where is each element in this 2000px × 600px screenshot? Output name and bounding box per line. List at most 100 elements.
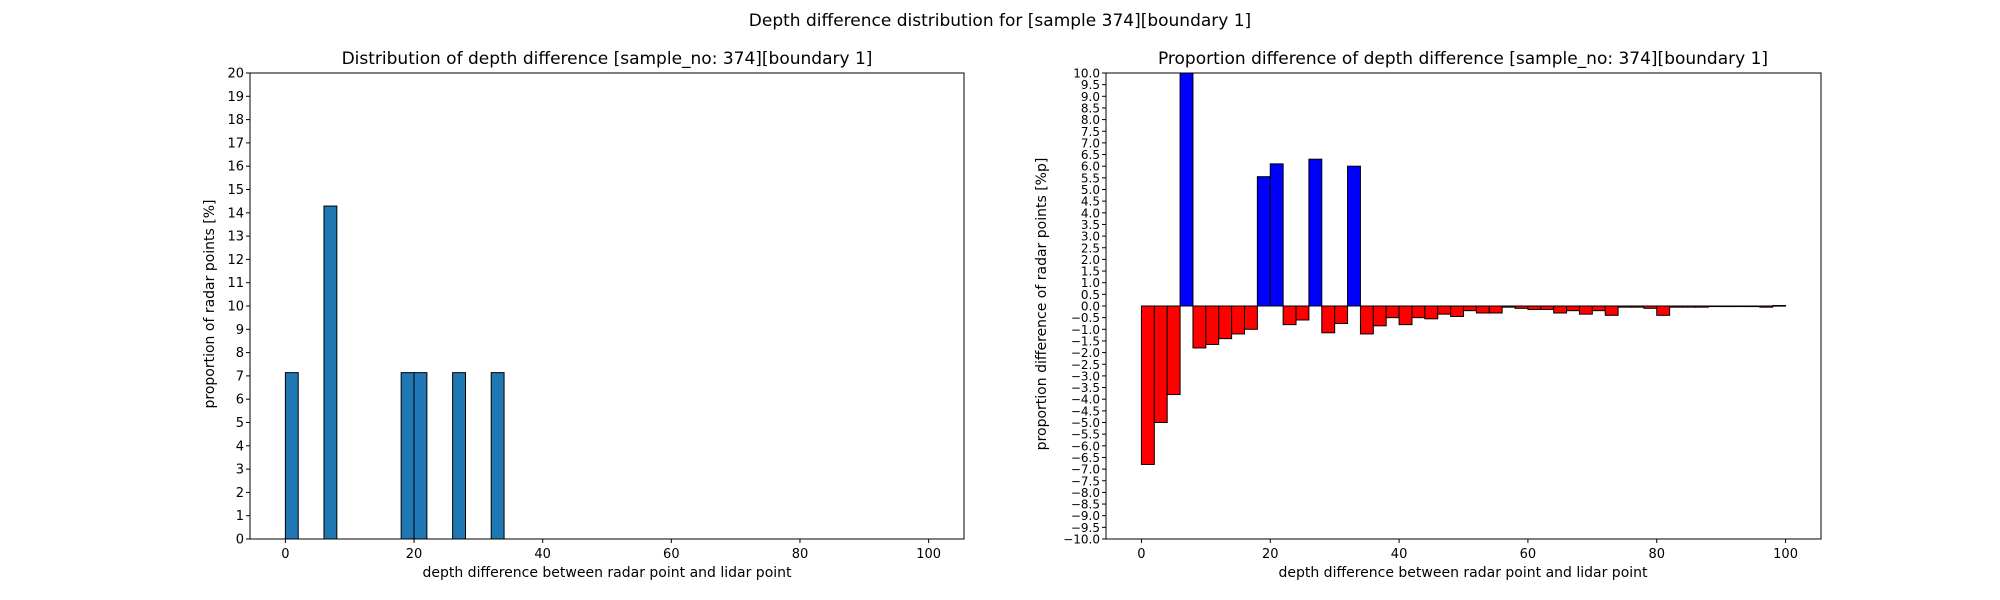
y-tick-label: 4.5: [1081, 195, 1100, 209]
negative-difference-bar: [1424, 305, 1439, 320]
y-tick-label: 5: [236, 416, 244, 431]
y-tick-label: 2.5: [1081, 241, 1100, 255]
distribution-bar: [400, 372, 415, 540]
negative-difference-bar: [1437, 305, 1452, 315]
y-tick-label: 9: [236, 323, 244, 338]
y-tick-label: 20: [227, 67, 244, 82]
negative-difference-bar: [1411, 305, 1426, 319]
distribution-bar: [284, 372, 299, 540]
negative-difference-bar: [1501, 305, 1516, 308]
y-tick-label: −4.0: [1071, 393, 1100, 407]
proportion-difference-chart-frame: [1105, 72, 1822, 540]
negative-difference-bar: [1398, 305, 1413, 326]
distribution-bar: [323, 205, 338, 540]
distribution-bar: [490, 372, 505, 540]
negative-difference-bar: [1372, 305, 1387, 327]
negative-difference-bar: [1153, 305, 1168, 423]
y-tick-label: 1: [236, 509, 244, 524]
x-tick-label: 20: [406, 547, 423, 562]
negative-difference-bar: [1166, 305, 1181, 396]
x-tick-label: 0: [1137, 547, 1145, 562]
y-tick-label: 8.0: [1081, 113, 1100, 127]
y-tick-label: −2.5: [1071, 358, 1100, 372]
y-tick-label: 9.0: [1081, 90, 1100, 104]
negative-difference-bar: [1140, 305, 1155, 465]
distribution-chart-frame: [249, 72, 965, 540]
negative-difference-bar: [1720, 305, 1735, 308]
y-tick-label: 12: [227, 253, 244, 268]
negative-difference-bar: [1385, 305, 1400, 319]
negative-difference-bar: [1321, 305, 1336, 334]
y-tick-label: 14: [227, 206, 244, 221]
x-tick-label: 100: [1773, 547, 1798, 562]
y-tick-label: 7.5: [1081, 125, 1100, 139]
proportion-difference-chart-ticks: 0 20 40 60 80 100 −10.0−9.5−9.0−8.5−8.0−7.5−7.…: [1063, 67, 1798, 563]
y-tick-label: −10.0: [1063, 533, 1100, 547]
y-tick-label: −3.5: [1071, 381, 1100, 395]
y-tick-label: 3: [236, 463, 244, 478]
negative-difference-bar: [1282, 305, 1297, 326]
y-tick-label: 6.0: [1081, 160, 1100, 174]
y-tick-label: 2.0: [1081, 253, 1100, 267]
negative-difference-bar: [1578, 305, 1593, 315]
y-tick-label: −5.5: [1071, 428, 1100, 442]
y-tick-label: 3.5: [1081, 218, 1100, 232]
x-tick-label: 100: [916, 547, 941, 562]
distribution-chart-bars: [284, 205, 505, 540]
y-tick-label: 7.0: [1081, 136, 1100, 150]
negative-difference-bar: [1231, 305, 1245, 335]
positive-difference-bar: [1256, 176, 1271, 307]
x-tick-label: 60: [1520, 547, 1537, 562]
y-tick-label: −6.0: [1071, 439, 1100, 453]
negative-difference-bar: [1540, 305, 1555, 310]
y-tick-label: −1.0: [1071, 323, 1100, 337]
y-tick-label: −1.5: [1071, 334, 1100, 348]
negative-difference-bar: [1682, 305, 1696, 308]
distribution-chart-ticks: 0 20 40 60 80 1000123456789101112131415161718…: [227, 67, 941, 563]
negative-difference-bar: [1707, 305, 1722, 308]
distribution-chart-title: Distribution of depth difference [sample…: [342, 49, 873, 69]
negative-difference-bar: [1643, 305, 1658, 309]
y-tick-label: −9.5: [1071, 521, 1100, 535]
x-tick-label: 80: [792, 547, 809, 562]
y-tick-label: 6: [236, 393, 244, 408]
y-tick-label: −9.0: [1071, 509, 1100, 523]
negative-difference-bar: [1591, 305, 1606, 312]
y-tick-label: 16: [227, 160, 244, 175]
negative-difference-bar: [1630, 305, 1645, 308]
y-tick-label: −8.5: [1071, 498, 1100, 512]
y-tick-label: 5.5: [1081, 171, 1100, 185]
y-tick-label: 15: [227, 183, 244, 198]
y-tick-label: −2.0: [1071, 346, 1100, 360]
negative-difference-bar: [1656, 305, 1671, 316]
x-tick-label: 60: [663, 547, 680, 562]
y-tick-label: 3.0: [1081, 230, 1100, 244]
negative-difference-bar: [1450, 305, 1464, 317]
proportion-difference-chart-ylabel: proportion difference of radar points [%…: [1034, 158, 1050, 451]
y-tick-label: −4.5: [1071, 404, 1100, 418]
y-tick-label: 0.0: [1081, 300, 1100, 314]
distribution-chart: Distribution of depth difference [sample…: [202, 49, 965, 581]
y-tick-label: −3.0: [1071, 369, 1100, 383]
negative-difference-bar: [1359, 305, 1374, 335]
y-tick-label: 1.5: [1081, 265, 1100, 279]
negative-difference-bar: [1475, 305, 1490, 314]
y-tick-label: 6.5: [1081, 148, 1100, 162]
y-tick-label: 4.0: [1081, 206, 1100, 220]
y-tick-label: 10.0: [1073, 67, 1100, 81]
positive-difference-bar: [1772, 305, 1787, 307]
y-tick-label: 8.5: [1081, 101, 1100, 115]
y-tick-label: 0: [236, 533, 244, 548]
y-tick-label: 8: [236, 346, 244, 361]
distribution-bar: [413, 372, 428, 540]
positive-difference-bar: [1269, 163, 1284, 307]
negative-difference-bar: [1334, 305, 1349, 324]
distribution-chart-ylabel: proportion of radar points [%]: [202, 199, 218, 408]
x-tick-label: 0: [281, 547, 289, 562]
x-tick-label: 20: [1262, 547, 1279, 562]
negative-difference-bar: [1694, 305, 1709, 308]
y-tick-label: 13: [227, 230, 244, 245]
y-tick-label: 18: [227, 113, 244, 128]
positive-difference-bar: [1347, 165, 1361, 307]
